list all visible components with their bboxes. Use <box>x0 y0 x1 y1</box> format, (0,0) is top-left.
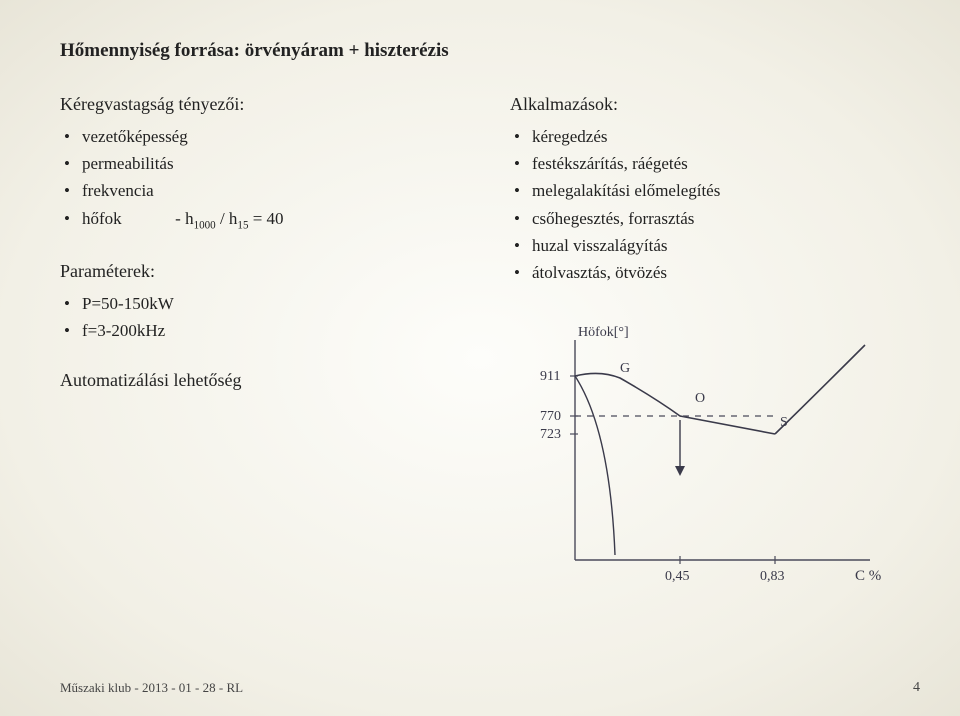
params-bullets: P=50-150kW f=3-200kHz <box>60 290 450 344</box>
right-bullets: kéregedzés festékszárítás, ráégetés mele… <box>510 123 900 286</box>
line-os <box>680 416 775 434</box>
hofok-tail: = 40 <box>248 209 283 228</box>
phase-sketch: Höfok[°] 911 770 723 G O S <box>520 320 900 600</box>
line-right-rise <box>775 345 865 434</box>
letter-o: O <box>695 391 705 406</box>
page-number: 4 <box>913 680 920 696</box>
left-bullet-3: frekvencia <box>60 177 450 204</box>
right-bullet-6: átolvasztás, ötvözés <box>510 259 900 286</box>
left-bullet-2: permeabilitás <box>60 150 450 177</box>
right-bullet-2: festékszárítás, ráégetés <box>510 150 900 177</box>
param-1: P=50-150kW <box>60 290 450 317</box>
params-block: Paraméterek: P=50-150kW f=3-200kHz <box>60 261 450 344</box>
letter-g: G <box>620 361 630 376</box>
left-bullets: vezetőképesség permeabilitás frekvencia … <box>60 123 450 235</box>
ylabel: Höfok[°] <box>578 325 629 340</box>
hofok-sub1: 1000 <box>194 219 216 231</box>
sketch-svg: Höfok[°] 911 770 723 G O S <box>520 320 900 600</box>
right-bullet-3: melegalakítási előmelegítés <box>510 177 900 204</box>
ytick-911: 911 <box>540 369 560 384</box>
right-bullet-1: kéregedzés <box>510 123 900 150</box>
params-heading: Paraméterek: <box>60 261 450 282</box>
auto-text: Automatizálási lehetőség <box>60 370 450 391</box>
ytick-770: 770 <box>540 409 561 424</box>
hofok-prefix: - h <box>154 209 194 228</box>
line-left-drop <box>575 376 615 555</box>
arrow-head-icon <box>675 466 685 476</box>
left-bullet-hofok: hőfok - h1000 / h15 = 40 <box>60 205 450 235</box>
footer-text: Műszaki klub - 2013 - 01 - 28 - RL <box>60 680 243 696</box>
letter-s: S <box>780 415 788 430</box>
xtick-045: 0,45 <box>665 569 690 584</box>
hofok-label: hőfok <box>82 209 122 228</box>
right-heading: Alkalmazások: <box>510 94 900 115</box>
ytick-723: 723 <box>540 427 561 442</box>
slide-title: Hőmennyiség forrása: örvényáram + hiszte… <box>60 40 900 62</box>
right-bullet-5: huzal visszalágyítás <box>510 232 900 259</box>
hofok-mid: / h <box>216 209 238 228</box>
xlabel: C % <box>855 568 881 584</box>
hofok-formula: - h1000 / h15 = 40 <box>154 205 284 235</box>
hofok-sub2: 15 <box>237 219 248 231</box>
left-heading: Kéregvastagság tényezői: <box>60 94 450 115</box>
left-bullet-1: vezetőképesség <box>60 123 450 150</box>
xtick-083: 0,83 <box>760 569 785 584</box>
param-2: f=3-200kHz <box>60 317 450 344</box>
left-column: Kéregvastagság tényezői: vezetőképesség … <box>60 94 450 391</box>
right-bullet-4: csőhegesztés, forrasztás <box>510 205 900 232</box>
slide-page: Hőmennyiség forrása: örvényáram + hiszte… <box>0 0 960 716</box>
